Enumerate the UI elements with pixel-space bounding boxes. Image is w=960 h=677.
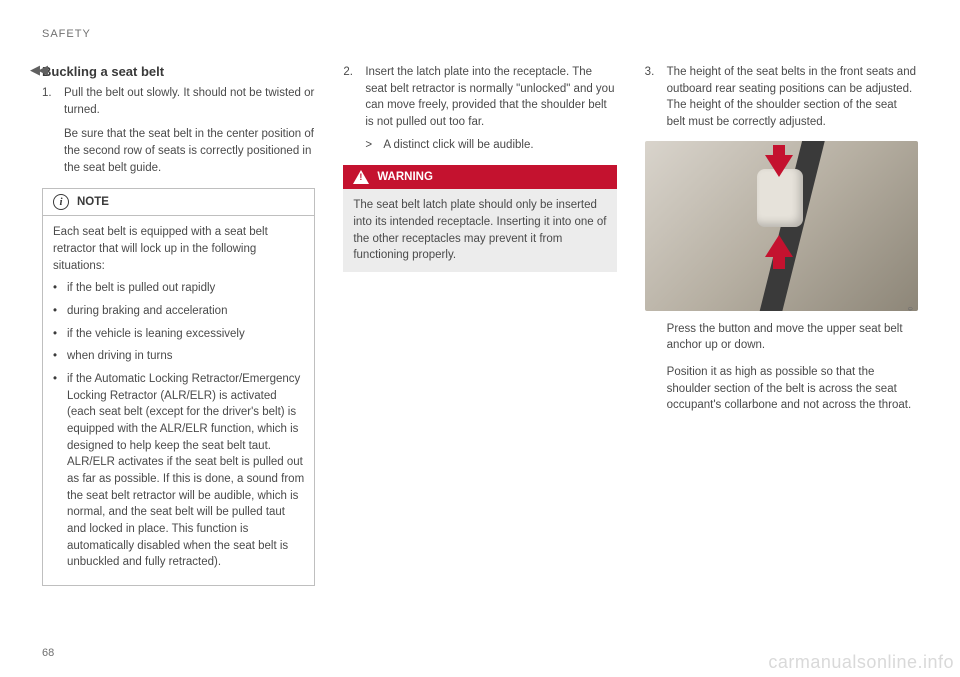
note-item-2: during braking and acceleration — [53, 303, 304, 320]
steps-list-col3: The height of the seat belts in the fron… — [645, 64, 918, 131]
steps-list-col2: Insert the latch plate into the receptac… — [343, 64, 616, 153]
note-list: if the belt is pulled out rapidly during… — [53, 280, 304, 571]
figure-caption-2: Position it as high as possible so that … — [645, 364, 918, 414]
step-2: Insert the latch plate into the receptac… — [343, 64, 616, 153]
arrow-down-icon — [765, 155, 793, 177]
figure-code: G032000 — [909, 307, 915, 311]
note-body: Each seat belt is equipped with a seat b… — [43, 216, 314, 585]
manual-page: SAFETY ◀◀ Buckling a seat belt Pull the … — [0, 0, 960, 677]
info-icon: i — [53, 194, 69, 210]
warning-icon — [353, 170, 369, 184]
step-3-text: The height of the seat belts in the fron… — [667, 66, 916, 128]
steps-list-col1: Pull the belt out slowly. It should not … — [42, 85, 315, 176]
step-2-text: Insert the latch plate into the receptac… — [365, 66, 614, 128]
watermark: carmanualsonline.info — [768, 652, 960, 673]
section-header: SAFETY — [42, 28, 918, 40]
warning-callout: WARNING The seat belt latch plate should… — [343, 165, 616, 272]
content-columns: Buckling a seat belt Pull the belt out s… — [42, 64, 918, 586]
warning-header: WARNING — [343, 165, 616, 189]
note-item-5: if the Automatic Locking Retractor/Emerg… — [53, 371, 304, 571]
warning-label: WARNING — [377, 171, 433, 183]
page-number: 68 — [42, 647, 54, 659]
column-3: The height of the seat belts in the fron… — [645, 64, 918, 586]
seatbelt-anchor-figure: G032000 — [645, 141, 918, 311]
step-1: Pull the belt out slowly. It should not … — [42, 85, 315, 176]
note-label: NOTE — [77, 196, 109, 208]
note-header: i NOTE — [43, 189, 314, 216]
note-intro: Each seat belt is equipped with a seat b… — [53, 224, 304, 274]
figure-caption-1: Press the button and move the upper seat… — [645, 321, 918, 354]
step-2-result: A distinct click will be audible. — [365, 137, 616, 154]
note-item-4: when driving in turns — [53, 348, 304, 365]
step-3: The height of the seat belts in the fron… — [645, 64, 918, 131]
note-callout: i NOTE Each seat belt is equipped with a… — [42, 188, 315, 586]
continuation-marker: ◀◀ — [30, 62, 46, 78]
arrow-up-icon — [765, 235, 793, 257]
step-1-text: Pull the belt out slowly. It should not … — [64, 87, 314, 116]
step-1-subtext: Be sure that the seat belt in the center… — [64, 126, 315, 176]
anchor-graphic — [757, 169, 803, 227]
note-item-3: if the vehicle is leaning excessively — [53, 326, 304, 343]
column-1: Buckling a seat belt Pull the belt out s… — [42, 64, 315, 586]
buckling-title: Buckling a seat belt — [42, 64, 315, 79]
warning-body: The seat belt latch plate should only be… — [343, 189, 616, 272]
column-2: Insert the latch plate into the receptac… — [343, 64, 616, 586]
note-item-1: if the belt is pulled out rapidly — [53, 280, 304, 297]
